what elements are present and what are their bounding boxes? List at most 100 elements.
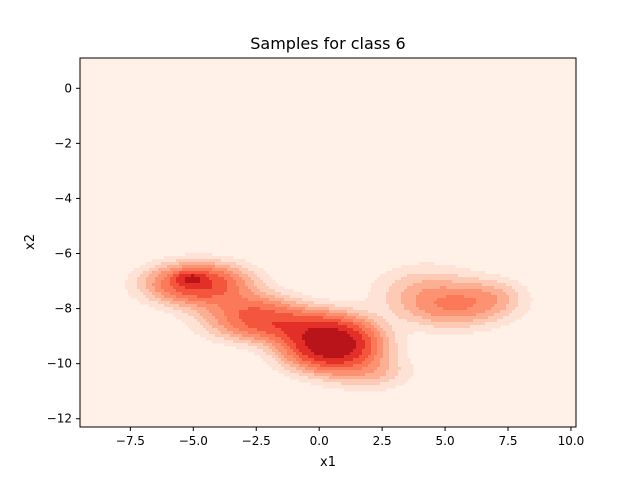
density-cell [392,379,396,383]
density-cell [383,343,387,347]
density-cell [200,316,204,320]
density-cell [464,316,468,320]
density-cell [260,301,264,305]
density-cell [377,316,381,320]
density-cell [134,271,138,275]
density-cell [293,364,297,368]
density-cell [287,316,291,320]
density-cell [236,274,240,278]
density-cell [218,280,222,284]
density-cell [272,340,276,344]
density-cell [389,301,393,305]
density-cell [272,343,276,347]
density-cell [185,313,189,317]
density-cell [134,286,138,290]
density-cell [155,298,159,302]
density-cell [434,304,438,308]
density-cell [236,307,240,311]
density-cell [272,355,276,359]
density-cell [266,325,270,329]
density-cell [239,337,243,341]
density-cell [164,268,168,272]
density-cell [206,295,210,299]
density-cell [251,325,255,329]
density-cell [248,298,252,302]
density-cell [269,298,273,302]
density-cell [401,337,405,341]
density-cell [320,304,324,308]
density-cell [338,364,342,368]
density-cell [161,307,165,311]
density-cell [395,277,399,281]
density-cell [212,274,216,278]
density-cell [392,334,396,338]
density-cell [365,367,369,371]
density-cell [185,253,189,257]
density-cell [428,304,432,308]
density-cell [446,274,450,278]
density-cell [173,283,177,287]
density-cell [200,328,204,332]
density-cell [395,355,399,359]
density-cell [497,319,501,323]
density-cell [248,274,252,278]
density-cell [272,283,276,287]
density-cell [305,370,309,374]
density-cell [368,322,372,326]
density-cell [344,331,348,335]
density-cell [455,316,459,320]
density-cell [470,301,474,305]
density-cell [173,289,177,293]
density-cell [389,376,393,380]
density-cell [392,331,396,335]
density-cell [437,265,441,269]
density-cell [374,364,378,368]
density-cell [389,349,393,353]
density-cell [290,319,294,323]
density-cell [308,322,312,326]
density-cell [197,268,201,272]
density-cell [347,376,351,380]
density-cell [266,307,270,311]
density-cell [311,304,315,308]
density-cell [293,346,297,350]
density-cell [437,325,441,329]
density-cell [299,343,303,347]
density-cell [476,286,480,290]
density-cell [374,298,378,302]
density-cell [494,319,498,323]
density-cell [158,286,162,290]
density-cell [368,304,372,308]
density-cell [443,325,447,329]
density-cell [230,322,234,326]
density-cell [392,274,396,278]
density-cell [227,313,231,317]
density-cell [287,346,291,350]
density-cell [236,304,240,308]
density-cell [359,385,363,389]
density-cell [476,322,480,326]
density-cell [392,376,396,380]
density-cell [248,331,252,335]
density-cell [464,307,468,311]
density-cell [434,322,438,326]
density-cell [200,265,204,269]
density-cell [230,292,234,296]
density-cell [383,346,387,350]
density-cell [506,304,510,308]
density-cell [329,325,333,329]
density-cell [287,310,291,314]
density-cell [425,268,429,272]
density-cell [209,295,213,299]
density-cell [428,277,432,281]
density-cell [335,310,339,314]
density-cell [404,310,408,314]
density-cell [488,328,492,332]
density-cell [329,319,333,323]
density-cell [395,379,399,383]
density-cell [377,289,381,293]
density-cell [146,292,150,296]
density-cell [410,295,414,299]
density-cell [314,310,318,314]
density-cell [404,298,408,302]
